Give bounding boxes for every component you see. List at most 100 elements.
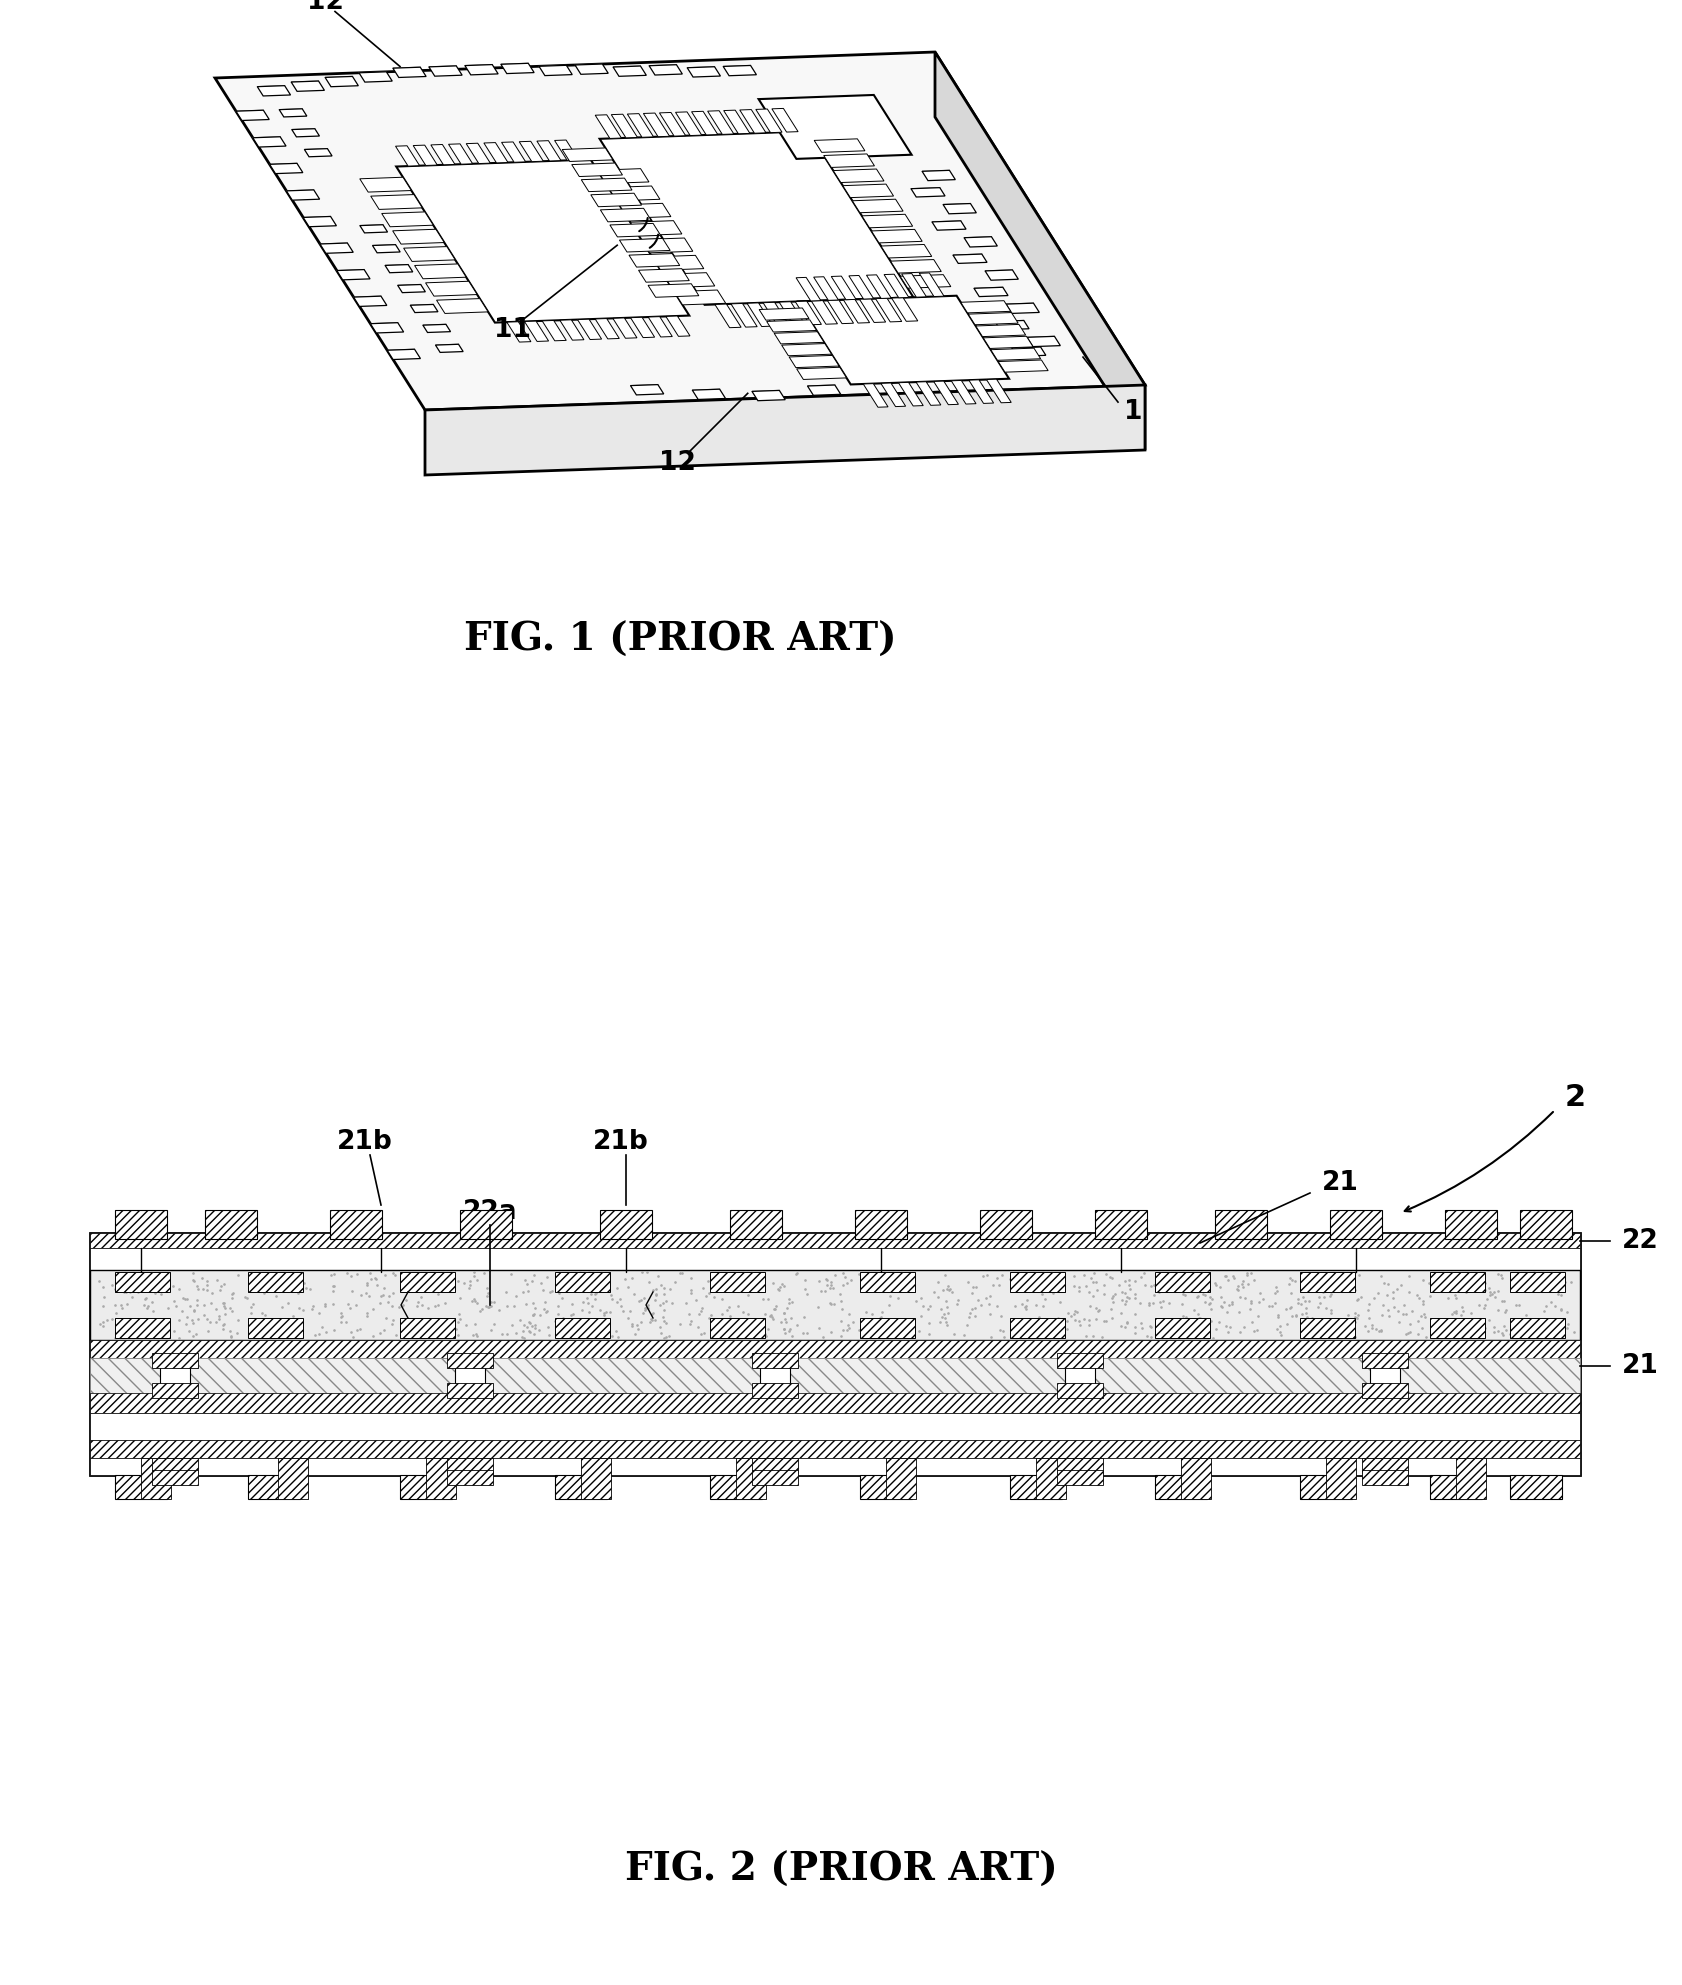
Bar [1056,1354,1103,1368]
Polygon shape [431,145,454,165]
Polygon shape [991,347,1041,361]
Polygon shape [395,145,419,167]
Bar [400,1318,456,1338]
Bar [91,1393,1579,1413]
Bar [760,1356,791,1395]
Polygon shape [279,109,306,117]
Bar [752,1471,797,1485]
Polygon shape [789,355,839,367]
Polygon shape [831,276,856,300]
Polygon shape [764,302,789,326]
Polygon shape [215,52,1145,411]
Polygon shape [611,115,637,137]
Bar [400,1475,452,1499]
Polygon shape [843,300,870,324]
Polygon shape [759,95,912,159]
Polygon shape [257,85,291,95]
Polygon shape [960,300,1011,314]
Bar [247,1475,299,1499]
Polygon shape [984,335,1033,349]
Polygon shape [659,113,686,137]
Polygon shape [917,381,940,405]
Polygon shape [952,381,976,405]
Polygon shape [708,111,733,135]
Polygon shape [969,379,994,403]
Bar [1156,1475,1208,1499]
Polygon shape [688,67,720,77]
Bar [1510,1318,1564,1338]
Polygon shape [881,383,905,407]
Bar [1056,1471,1103,1485]
Polygon shape [387,349,420,359]
Polygon shape [560,320,584,339]
Text: 21b: 21b [594,1129,649,1155]
Polygon shape [898,383,923,407]
Bar [860,1475,912,1499]
Polygon shape [385,264,412,272]
Bar [1056,1384,1103,1397]
Polygon shape [666,316,690,335]
Polygon shape [964,236,997,246]
Polygon shape [627,113,654,137]
Bar [1009,1272,1065,1292]
Text: 12: 12 [306,0,343,14]
Polygon shape [575,64,609,73]
Bar [91,1233,1579,1249]
Polygon shape [774,331,824,343]
Bar [1156,1318,1209,1338]
Bar [114,1211,167,1239]
Bar [1300,1475,1352,1499]
Polygon shape [732,304,757,328]
Bar [1300,1272,1356,1292]
Polygon shape [641,238,693,252]
Bar [1445,1211,1497,1239]
Polygon shape [370,195,422,208]
Polygon shape [599,131,913,306]
Polygon shape [828,300,853,324]
Polygon shape [353,296,387,306]
Bar [426,1459,456,1499]
Bar [860,1318,915,1338]
Bar [1181,1459,1211,1499]
Polygon shape [922,171,955,181]
Polygon shape [538,66,572,75]
Polygon shape [611,224,661,236]
Polygon shape [414,145,437,165]
Polygon shape [429,66,463,75]
Bar [886,1459,917,1499]
Polygon shape [796,302,821,326]
Polygon shape [437,298,488,314]
Polygon shape [644,113,669,137]
Bar [710,1475,762,1499]
Bar [278,1459,308,1499]
Polygon shape [382,212,434,226]
Text: 11: 11 [495,318,532,343]
Bar [91,1249,1579,1270]
Bar [1065,1356,1095,1395]
Polygon shape [619,202,671,218]
Polygon shape [747,304,774,326]
Polygon shape [912,189,945,197]
Bar [1036,1459,1066,1499]
Polygon shape [691,111,718,135]
Polygon shape [639,268,690,282]
Polygon shape [325,77,358,87]
Polygon shape [304,149,331,157]
Polygon shape [252,137,286,147]
Bar [151,1384,198,1397]
Polygon shape [799,296,1009,385]
Polygon shape [631,385,664,395]
Text: 2: 2 [1564,1084,1586,1112]
Bar [854,1211,907,1239]
Polygon shape [449,143,473,165]
Bar [91,1233,1579,1475]
Polygon shape [811,300,838,324]
Polygon shape [595,115,621,139]
Bar [752,1384,797,1397]
Polygon shape [944,204,976,214]
Bar [151,1471,198,1485]
Polygon shape [648,318,673,337]
Polygon shape [796,278,821,302]
Bar [752,1354,797,1368]
Polygon shape [663,272,715,288]
